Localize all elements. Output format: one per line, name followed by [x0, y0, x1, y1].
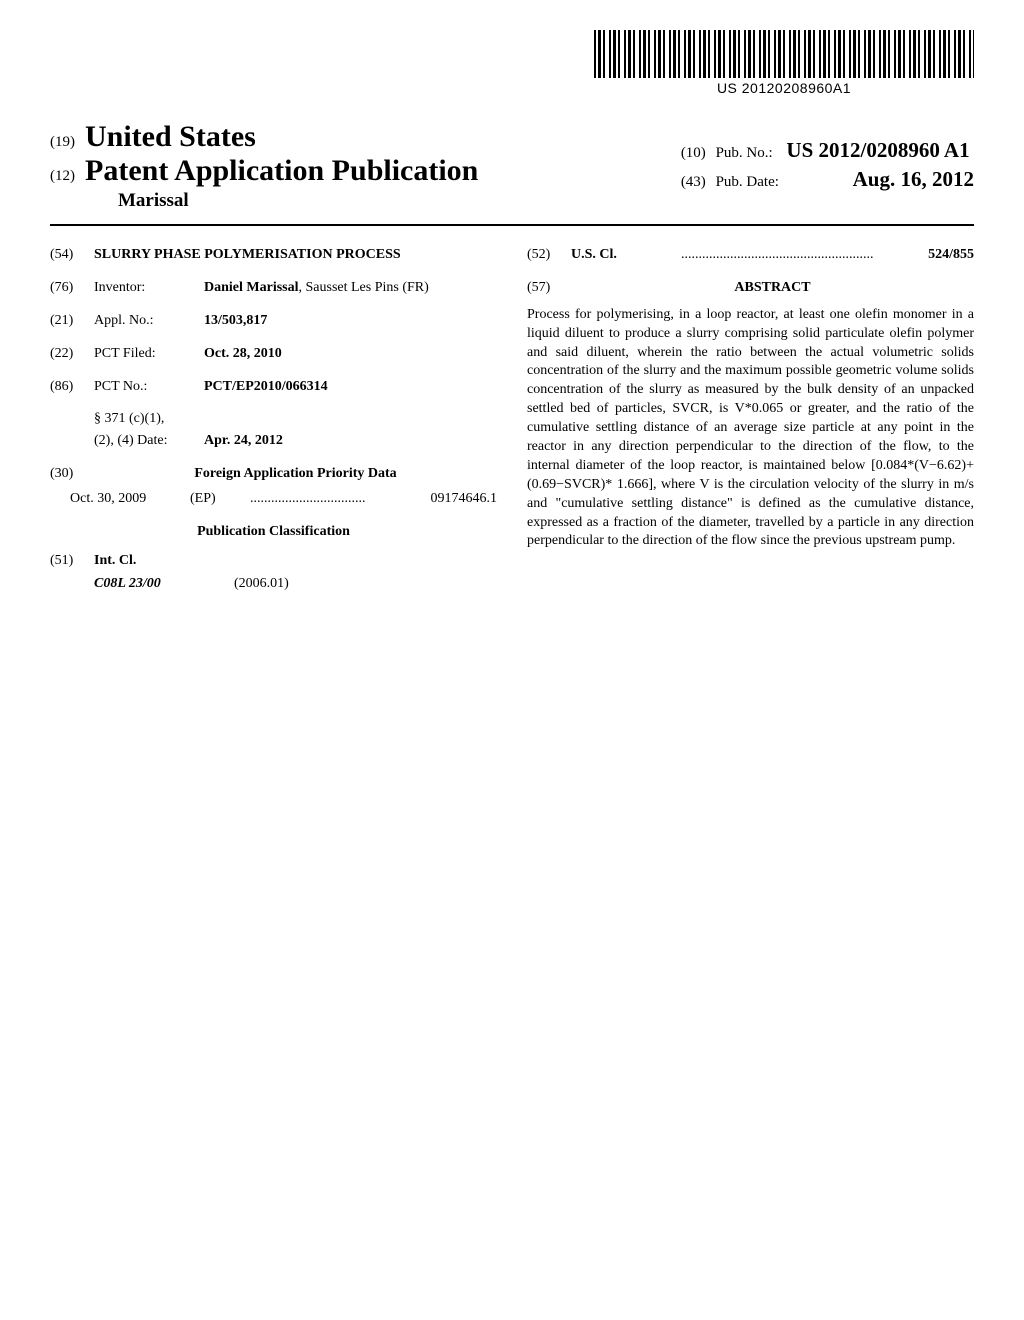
priority-date: Oct. 30, 2009 — [70, 490, 190, 509]
num-22: (22) — [50, 345, 94, 364]
field-21: (21) Appl. No.: 13/503,817 — [50, 312, 497, 331]
label-uscl: U.S. Cl. — [571, 246, 681, 265]
field-30: (30) Foreign Application Priority Data — [50, 465, 497, 484]
field-54: (54) SLURRY PHASE POLYMERISATION PROCESS — [50, 246, 497, 265]
invention-title: SLURRY PHASE POLYMERISATION PROCESS — [94, 246, 497, 265]
left-column: (54) SLURRY PHASE POLYMERISATION PROCESS… — [50, 246, 497, 594]
num-57: (57) — [527, 279, 571, 298]
two-column-layout: (54) SLURRY PHASE POLYMERISATION PROCESS… — [50, 246, 974, 594]
num-86: (86) — [50, 378, 94, 397]
inventor-value: Daniel Marissal, Sausset Les Pins (FR) — [204, 279, 497, 298]
pubclass-heading: Publication Classification — [50, 523, 497, 542]
doc-type: Patent Application Publication — [85, 154, 478, 187]
num-51: (51) — [50, 552, 94, 571]
intcl-code: C08L 23/00 — [94, 575, 234, 594]
label-pctno: PCT No.: — [94, 378, 204, 397]
barcode-graphic — [594, 30, 974, 78]
pub-no-line: (10) Pub. No.: US 2012/0208960 A1 — [681, 138, 974, 163]
abstract-heading: ABSTRACT — [571, 279, 974, 298]
barcode-block: US 20120208960A1 — [594, 30, 974, 96]
pctno-value: PCT/EP2010/066314 — [204, 378, 497, 397]
applno-value: 13/503,817 — [204, 312, 497, 331]
f371-line2: (2), (4) Date: Apr. 24, 2012 — [94, 432, 497, 451]
uscl-value: 524/855 — [928, 246, 974, 265]
f371-line1: § 371 (c)(1), — [94, 410, 497, 429]
field-76: (76) Inventor: Daniel Marissal, Sausset … — [50, 279, 497, 298]
inventor-name: Daniel Marissal — [204, 280, 299, 295]
num-54: (54) — [50, 246, 94, 265]
uscl-dots: ........................................… — [681, 246, 928, 265]
header-right: (10) Pub. No.: US 2012/0208960 A1 (43) P… — [681, 138, 974, 192]
field-52: (52) U.S. Cl. ..........................… — [527, 246, 974, 265]
country-name: United States — [85, 120, 256, 153]
label-applno: Appl. No.: — [94, 312, 204, 331]
pub-date-line: (43) Pub. Date: Aug. 16, 2012 — [681, 167, 974, 192]
field-57: (57) ABSTRACT — [527, 279, 974, 298]
label-intcl: Int. Cl. — [94, 552, 136, 571]
priority-number: 09174646.1 — [431, 490, 498, 509]
num-19: (19) — [50, 134, 75, 151]
num-43: (43) — [681, 174, 706, 190]
field-86: (86) PCT No.: PCT/EP2010/066314 — [50, 378, 497, 397]
author-name: Marissal — [118, 190, 974, 212]
priority-country: (EP) — [190, 490, 250, 509]
f371-value: Apr. 24, 2012 — [204, 432, 283, 451]
intcl-year: (2006.01) — [234, 575, 289, 594]
abstract-text: Process for polymerising, in a loop reac… — [527, 306, 974, 552]
num-21: (21) — [50, 312, 94, 331]
num-52: (52) — [527, 246, 571, 265]
num-30: (30) — [50, 465, 94, 484]
pub-no-label: Pub. No.: — [716, 145, 773, 161]
pub-no-value: US 2012/0208960 A1 — [786, 138, 969, 162]
label-inventor: Inventor: — [94, 279, 204, 298]
barcode-text: US 20120208960A1 — [594, 80, 974, 96]
foreign-priority-heading: Foreign Application Priority Data — [94, 465, 497, 484]
intcl-row: C08L 23/00 (2006.01) — [94, 575, 497, 594]
pctfiled-value: Oct. 28, 2010 — [204, 345, 497, 364]
inventor-loc: , Sausset Les Pins (FR) — [299, 280, 429, 295]
right-column: (52) U.S. Cl. ..........................… — [527, 246, 974, 594]
priority-dots: ................................. — [250, 490, 431, 509]
f371-label: (2), (4) Date: — [94, 432, 204, 451]
field-51: (51) Int. Cl. — [50, 552, 497, 571]
num-76: (76) — [50, 279, 94, 298]
field-22: (22) PCT Filed: Oct. 28, 2010 — [50, 345, 497, 364]
num-12: (12) — [50, 168, 75, 185]
pub-date-label: Pub. Date: — [716, 174, 779, 190]
num-10: (10) — [681, 145, 706, 161]
header-divider — [50, 224, 974, 226]
priority-row: Oct. 30, 2009 (EP) .....................… — [70, 490, 497, 509]
label-pctfiled: PCT Filed: — [94, 345, 204, 364]
pub-date-value: Aug. 16, 2012 — [853, 167, 974, 191]
